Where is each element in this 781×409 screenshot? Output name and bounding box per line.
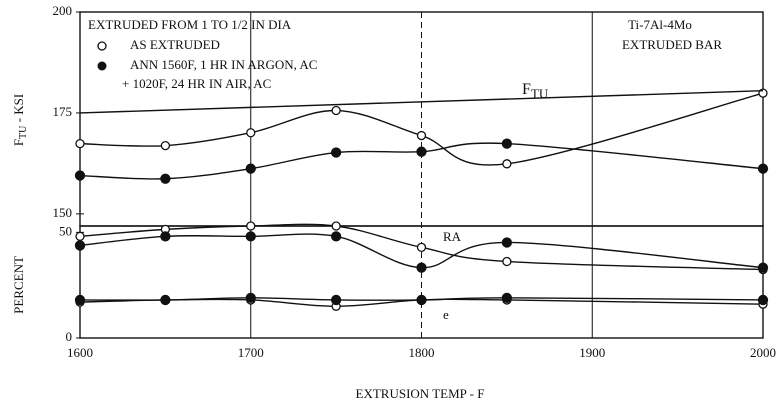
annotation: Ti-7Al-4Mo <box>628 17 692 32</box>
legend-label: ANN 1560F, 1 HR IN ARGON, AC <box>130 57 317 72</box>
x-tick-label: 1700 <box>238 345 264 360</box>
data-point <box>74 294 86 306</box>
y-tick-label: 50 <box>59 223 72 238</box>
data-point <box>757 163 769 174</box>
data-point <box>331 105 341 116</box>
data-point <box>74 170 86 181</box>
y-tick-label: 175 <box>53 104 73 119</box>
data-point <box>245 163 256 174</box>
data-point <box>331 221 341 231</box>
x-tick-label: 2000 <box>750 345 776 360</box>
y-tick-label: 150 <box>53 205 73 220</box>
legend-label: + 1020F, 24 HR IN AIR, AC <box>122 76 271 91</box>
data-point <box>416 294 427 306</box>
data-point <box>245 292 256 303</box>
data-point <box>416 242 427 252</box>
legend-marker <box>97 61 107 71</box>
annotation: EXTRUDED FROM 1 TO 1/2 IN DIA <box>88 17 292 32</box>
data-point <box>502 256 512 267</box>
data-point <box>160 173 171 184</box>
y-tick-label: 200 <box>53 3 73 18</box>
data-point <box>501 237 513 248</box>
data-point <box>757 294 769 306</box>
data-point <box>502 159 512 169</box>
curve <box>79 90 764 114</box>
y-axis-title: FTU - KSI <box>11 94 29 146</box>
data-point <box>160 140 171 151</box>
x-tick-label: 1800 <box>409 345 435 360</box>
data-point <box>75 231 85 242</box>
data-point <box>245 231 256 242</box>
legend-label: AS EXTRUDED <box>130 37 220 52</box>
legend-marker <box>97 41 107 51</box>
data-point <box>416 262 427 273</box>
x-tick-label: 1900 <box>579 345 605 360</box>
data-point <box>501 138 513 149</box>
x-axis-title: EXTRUSION TEMP - F <box>356 386 485 401</box>
data-point <box>330 231 342 242</box>
x-tick-label: 1600 <box>67 345 93 360</box>
annotation: EXTRUDED BAR <box>622 37 722 52</box>
y-axis-title: PERCENT <box>11 256 26 314</box>
annotation: RA <box>443 229 462 244</box>
data-point <box>330 294 342 306</box>
y-tick-label: 0 <box>66 329 73 344</box>
data-point <box>416 130 427 141</box>
data-point <box>246 221 256 231</box>
data-point <box>416 146 427 157</box>
data-point <box>501 292 513 303</box>
data-point <box>246 128 256 138</box>
data-point <box>330 147 342 158</box>
data-point <box>75 138 85 149</box>
panel-frame <box>79 225 764 339</box>
data-point <box>757 262 769 273</box>
data-point <box>160 294 171 306</box>
annotation: e <box>443 307 449 322</box>
data-point <box>160 231 171 242</box>
data-point <box>74 240 86 251</box>
